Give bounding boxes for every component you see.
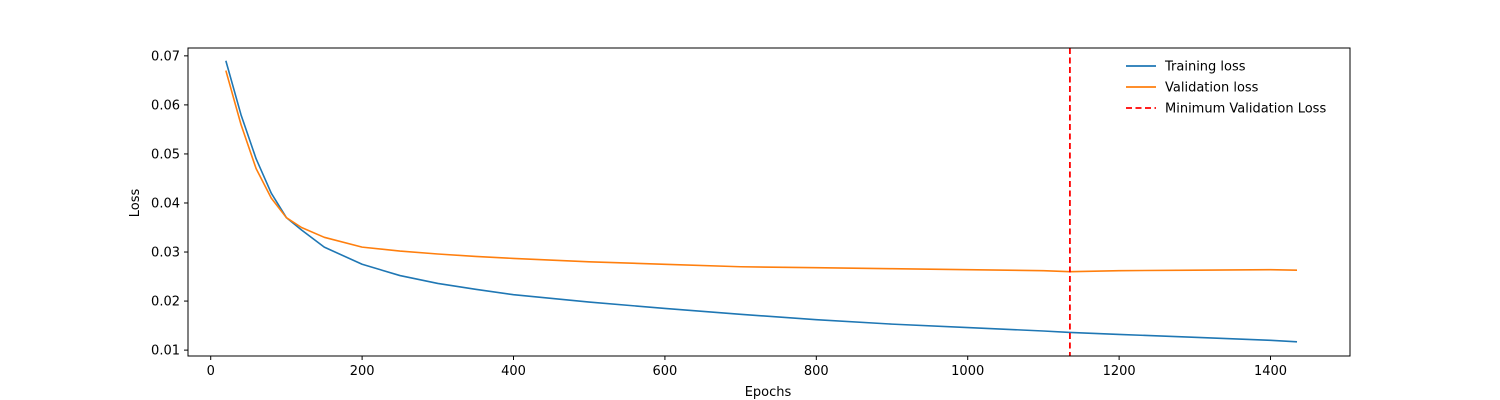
x-tick-label: 1000 — [951, 364, 984, 379]
y-tick-label: 0.07 — [151, 49, 180, 64]
legend-label: Minimum Validation Loss — [1165, 102, 1326, 117]
series-group — [225, 48, 1298, 356]
x-axis-label: Epochs — [745, 385, 792, 400]
x-tick-label: 600 — [652, 364, 677, 379]
x-tick-label: 1400 — [1254, 364, 1287, 379]
x-tick-label: 200 — [350, 364, 375, 379]
validation-loss-line — [225, 70, 1298, 273]
plot-frame — [187, 47, 1351, 357]
y-tick-label: 0.06 — [151, 98, 180, 113]
y-tick-label: 0.01 — [151, 344, 180, 359]
legend-label: Training loss — [1164, 60, 1246, 75]
plot-area — [225, 48, 1298, 356]
y-tick-label: 0.02 — [151, 295, 180, 310]
y-tick-label: 0.03 — [151, 246, 180, 261]
x-tick-label: 800 — [804, 364, 829, 379]
x-tick-label: 400 — [501, 364, 526, 379]
y-tick-label: 0.04 — [151, 196, 180, 211]
y-tick-label: 0.05 — [151, 147, 180, 162]
training-loss-line — [225, 60, 1298, 343]
legend-label: Validation loss — [1165, 81, 1259, 96]
x-tick-label: 1200 — [1103, 364, 1136, 379]
y-axis-label: Loss — [128, 189, 143, 218]
axes: 0 200 400 600 800 1000 1200 1400 0.01 0.02 0.03 0.0… — [151, 47, 1351, 379]
legend: Training loss Validation loss Minimum Vali… — [1126, 60, 1326, 117]
x-tick-label: 0 — [207, 364, 215, 379]
